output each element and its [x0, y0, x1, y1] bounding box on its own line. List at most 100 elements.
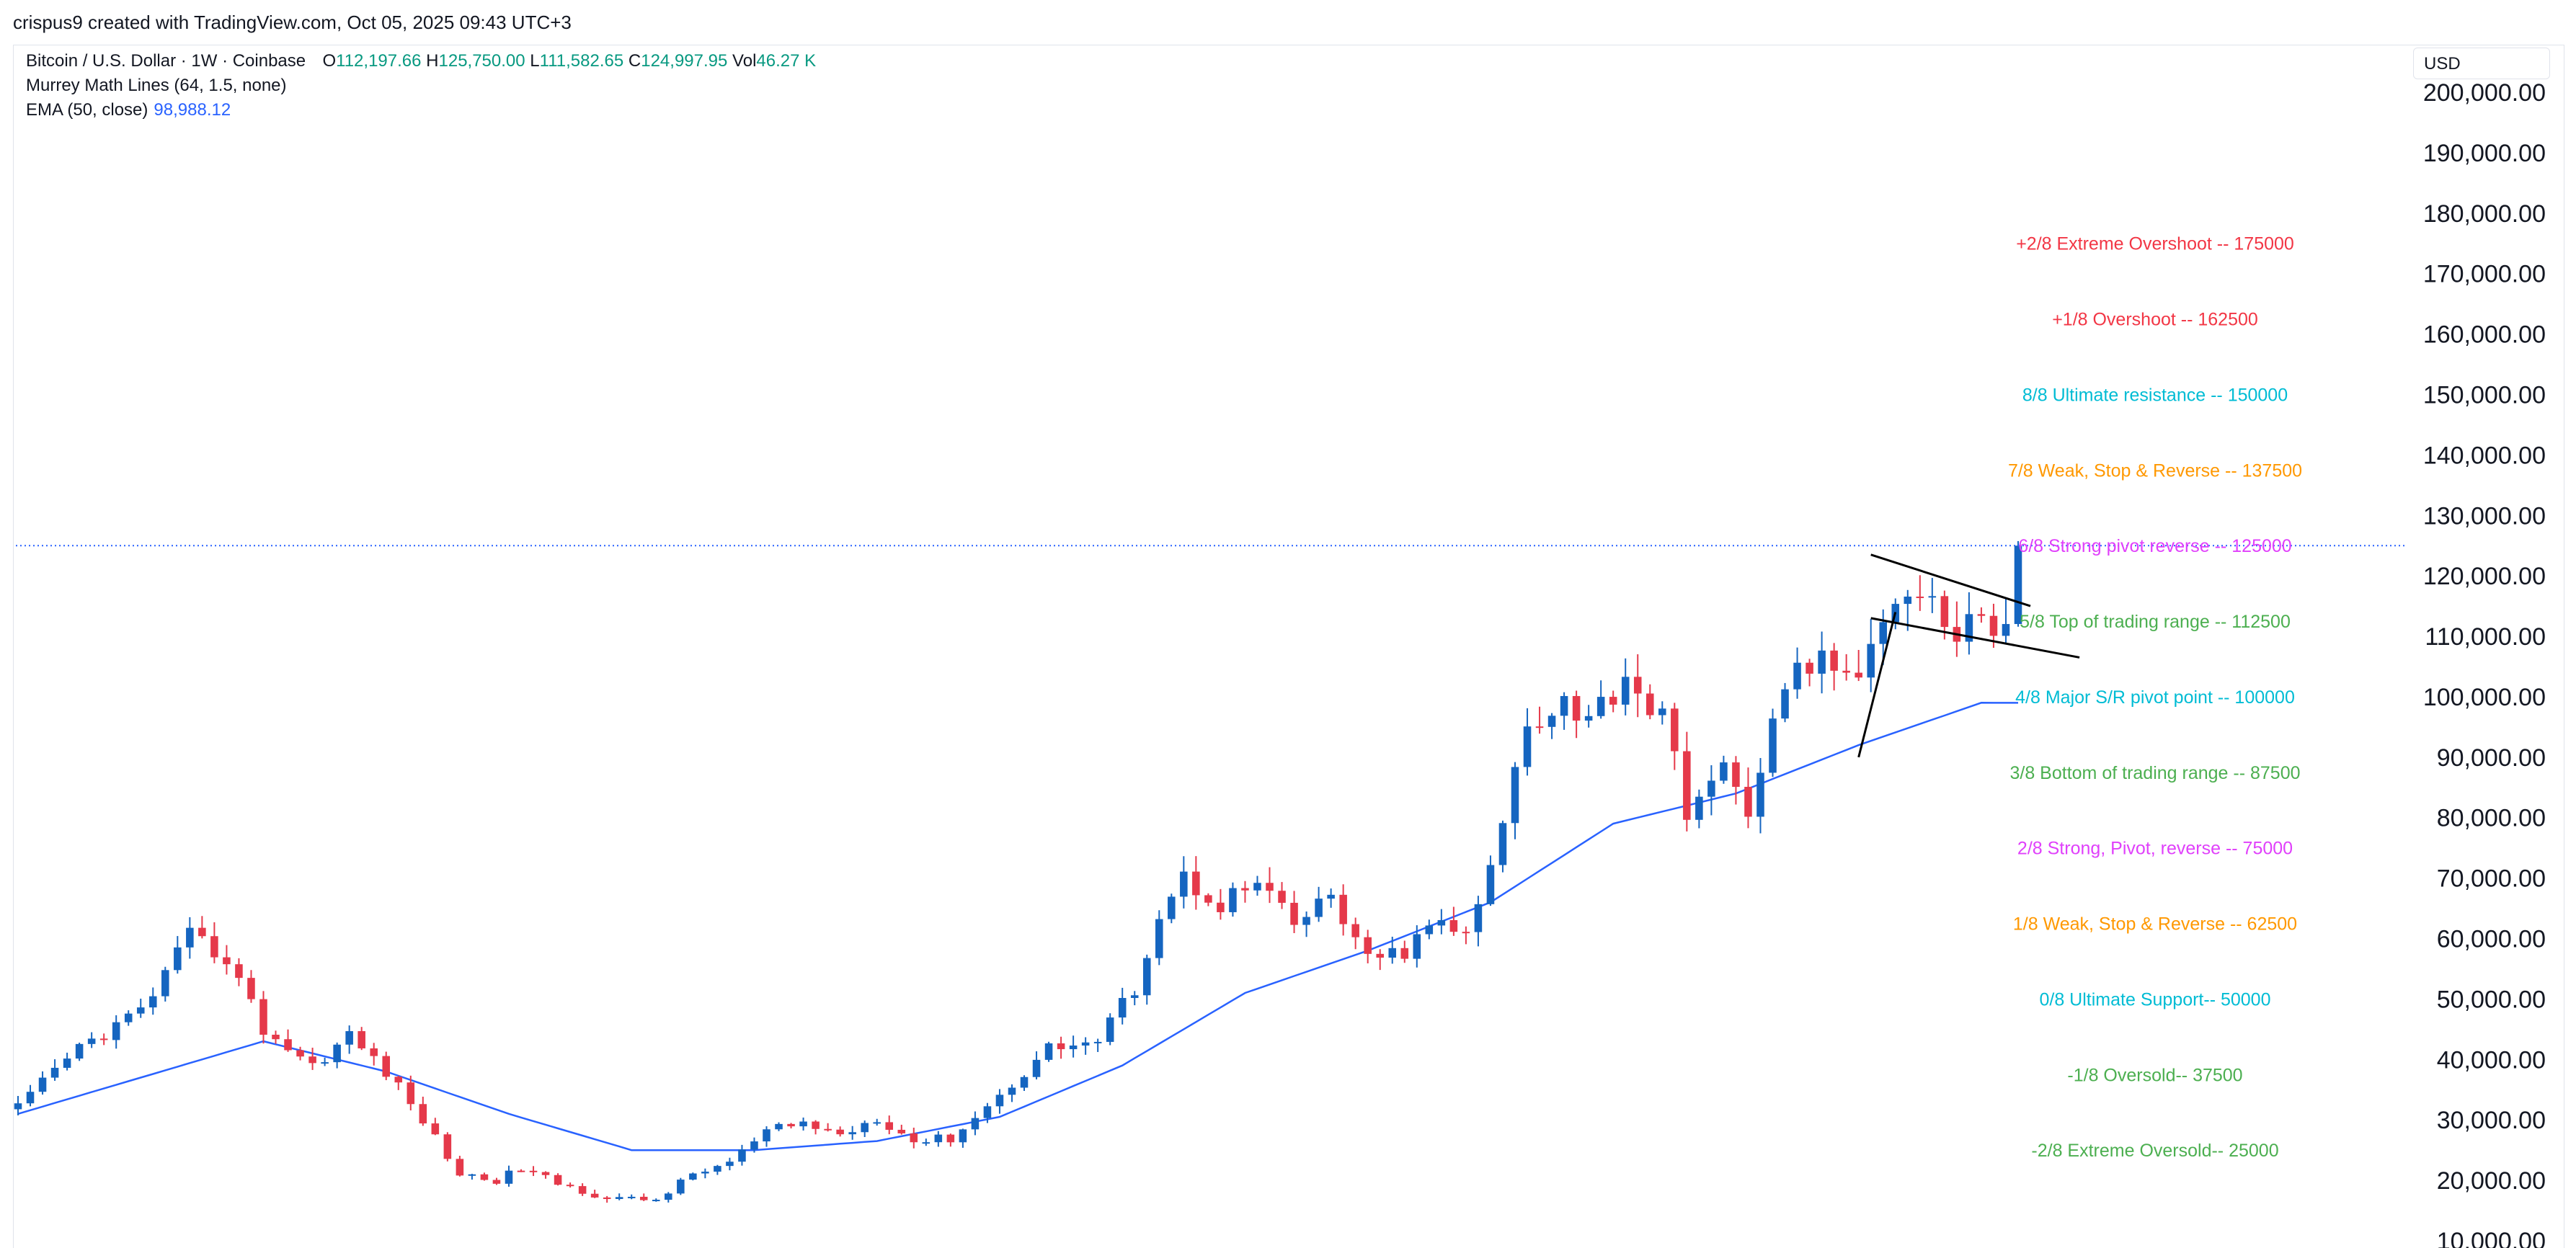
candle — [1609, 690, 1617, 713]
candle — [1106, 1013, 1114, 1046]
candle — [1855, 649, 1862, 682]
y-tick-label: 70,000.00 — [2437, 865, 2546, 893]
candle — [124, 1010, 133, 1026]
candle-body — [1155, 919, 1163, 958]
candle — [1315, 886, 1323, 922]
volume-value: 46.27 K — [756, 51, 817, 71]
candle-body — [407, 1082, 415, 1105]
candle-body — [2014, 545, 2022, 625]
candle — [701, 1168, 709, 1179]
candle — [99, 1033, 108, 1046]
candle — [136, 998, 145, 1018]
candle — [1658, 701, 1666, 725]
candle-body — [99, 1038, 108, 1040]
y-tick-label: 100,000.00 — [2423, 684, 2546, 711]
candle-body — [1609, 697, 1617, 705]
candle — [1168, 893, 1176, 924]
candle-body — [1130, 995, 1139, 998]
candle-body — [1278, 891, 1286, 903]
candle-body — [1596, 697, 1605, 716]
candle — [1842, 654, 1850, 681]
candle — [1793, 647, 1801, 699]
candle-body — [1437, 919, 1446, 926]
candles-layer — [14, 540, 2022, 1203]
candle-body — [529, 1170, 538, 1172]
candle-body — [603, 1197, 611, 1199]
candle — [321, 1057, 329, 1066]
candle-body — [848, 1132, 856, 1135]
candle-body — [1093, 1041, 1102, 1043]
ema-legend[interactable]: EMA (50, close) 98,988.12 — [26, 98, 231, 122]
murrey-math-legend[interactable]: Murrey Math Lines (64, 1.5, none) — [26, 73, 287, 98]
candle-body — [922, 1142, 931, 1144]
candle-body — [456, 1159, 464, 1176]
candle-body — [1855, 672, 1862, 678]
candle — [910, 1127, 918, 1149]
candle-body — [554, 1175, 562, 1185]
candle — [1474, 896, 1483, 947]
candle — [1965, 592, 1973, 655]
candle-body — [419, 1104, 427, 1124]
candle-body — [1253, 883, 1261, 891]
candle — [2014, 540, 2022, 627]
candle-body — [124, 1013, 133, 1022]
candle-body — [1572, 695, 1581, 721]
candle — [333, 1042, 341, 1069]
candle-body — [1449, 919, 1458, 932]
candle — [1278, 882, 1286, 909]
candle — [148, 987, 157, 1015]
mml-level-label: 5/8 Top of trading range -- 112500 — [2020, 612, 2291, 632]
candle-body — [541, 1172, 550, 1175]
candle-body — [1904, 596, 1912, 605]
high-label: H — [426, 51, 439, 71]
candle — [1707, 765, 1715, 816]
candle — [1217, 888, 1225, 920]
chart-attribution: crispus9 created with TradingView.com, O… — [0, 0, 2576, 45]
candle-body — [1658, 708, 1666, 716]
candle — [443, 1132, 452, 1162]
candle — [394, 1075, 403, 1090]
candle — [799, 1117, 807, 1131]
candle-body — [1229, 888, 1237, 912]
candle-body — [1118, 997, 1127, 1018]
y-tick-label: 150,000.00 — [2423, 381, 2546, 409]
candle — [284, 1029, 292, 1052]
candle — [1645, 684, 1654, 720]
candle-body — [652, 1200, 660, 1202]
y-tick-label: 110,000.00 — [2425, 623, 2546, 651]
candle — [1498, 820, 1507, 873]
candle-body — [1008, 1087, 1016, 1095]
candle-body — [1069, 1046, 1078, 1050]
candle — [1511, 762, 1519, 839]
candle-body — [431, 1123, 440, 1135]
currency-selector[interactable]: USD — [2413, 48, 2550, 79]
candle-body — [946, 1134, 955, 1143]
candle — [787, 1123, 795, 1129]
candle — [1671, 703, 1679, 770]
candle — [112, 1015, 120, 1049]
candle — [1621, 658, 1630, 716]
candle-body — [517, 1170, 525, 1172]
candle — [431, 1118, 440, 1136]
candle-body — [1364, 937, 1372, 954]
mml-level-label: 2/8 Strong, Pivot, reverse -- 75000 — [2017, 839, 2293, 859]
candle — [885, 1115, 894, 1135]
mml-level-label: 0/8 Ultimate Support-- 50000 — [2039, 989, 2270, 1009]
open-label: O — [322, 51, 337, 71]
candle-body — [1621, 677, 1630, 705]
candle — [1425, 919, 1434, 940]
candle — [517, 1169, 525, 1172]
candle-body — [1584, 716, 1593, 721]
mml-level-label: 3/8 Bottom of trading range -- 87500 — [2009, 763, 2300, 783]
candle — [1781, 682, 1789, 723]
candle — [1695, 789, 1703, 829]
symbol-legend[interactable]: Bitcoin / U.S. Dollar · 1W · Coinbase O1… — [26, 49, 816, 73]
candle — [1732, 756, 1740, 805]
candle-body — [873, 1122, 881, 1124]
candle — [1008, 1084, 1016, 1102]
candle-body — [885, 1122, 894, 1130]
candle — [1327, 888, 1335, 908]
candle-body — [1020, 1077, 1029, 1088]
candle-body — [910, 1133, 918, 1143]
